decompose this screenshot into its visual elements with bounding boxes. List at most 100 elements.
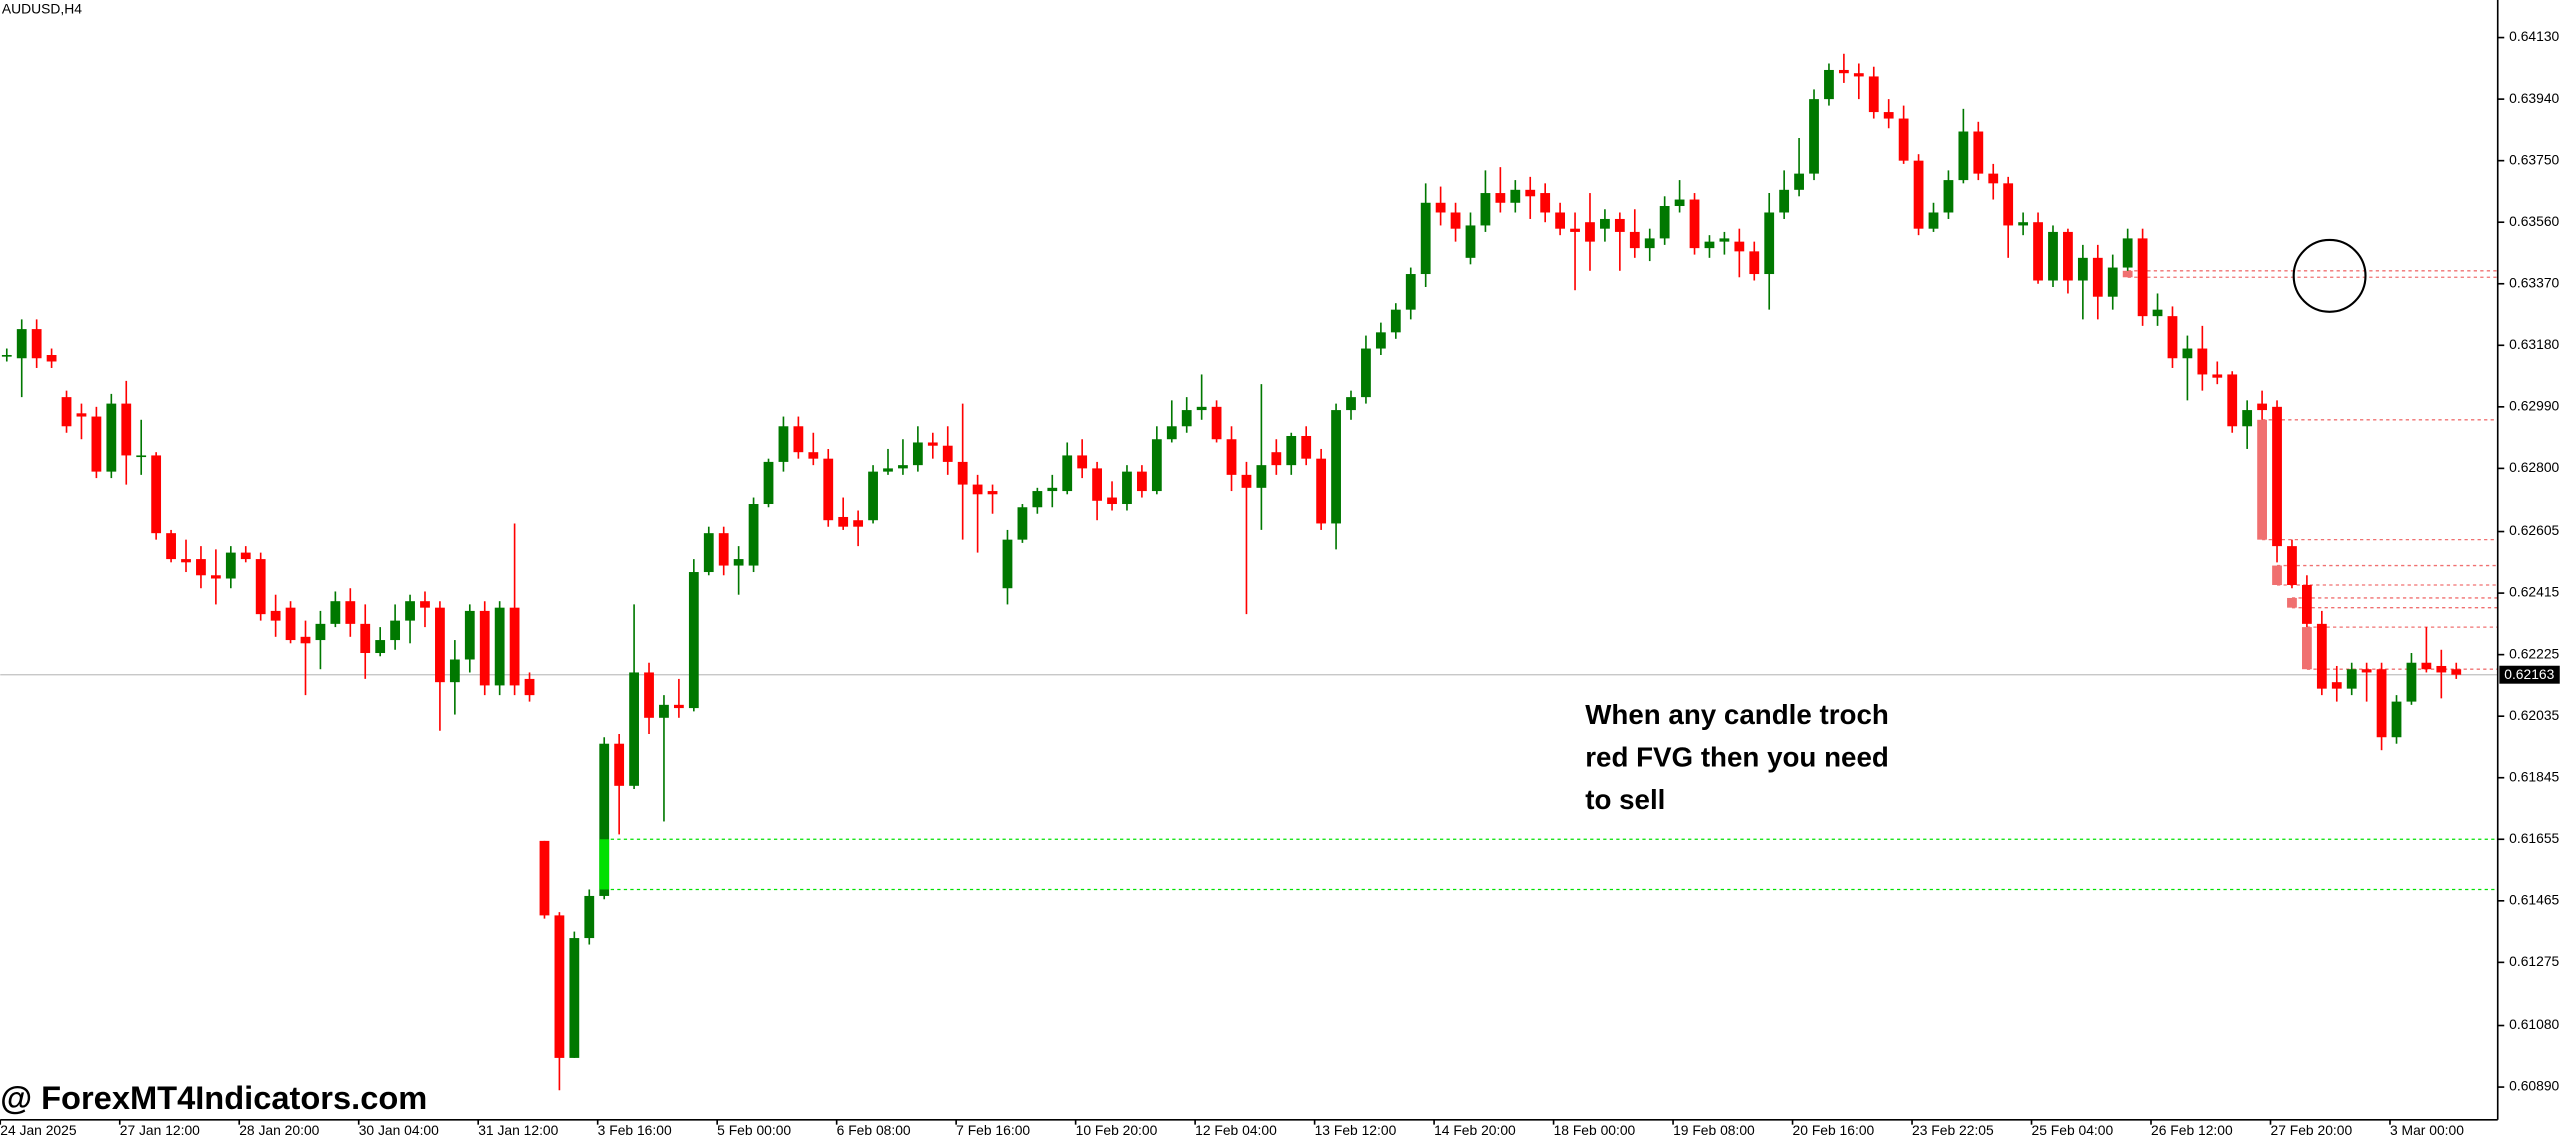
fvg-marker — [599, 839, 610, 890]
candle-body — [1077, 455, 1088, 469]
candle-body — [1316, 458, 1327, 524]
candle-body — [2063, 231, 2073, 281]
candle-body — [270, 610, 281, 621]
candle-body — [345, 601, 356, 624]
candle-body — [1749, 251, 1760, 275]
candle-body — [1794, 173, 1804, 190]
candle-body — [1883, 112, 1894, 119]
candle-body — [2077, 257, 2088, 281]
y-tick-label: 0.64130 — [2509, 28, 2559, 44]
x-tick-label: 13 Feb 12:00 — [1315, 1122, 1397, 1138]
y-tick-label: 0.63370 — [2509, 274, 2559, 290]
candle-body — [2421, 662, 2432, 670]
y-tick-label: 0.62035 — [2509, 707, 2559, 723]
x-tick-label: 26 Feb 12:00 — [2151, 1122, 2233, 1138]
candle-body — [151, 455, 162, 534]
x-tick-label: 30 Jan 04:00 — [359, 1122, 439, 1138]
candle-body — [1734, 241, 1745, 252]
candle-body — [2122, 238, 2133, 268]
watermark: @ ForexMT4Indicators.com — [0, 1079, 427, 1116]
fvg-marker — [2122, 270, 2133, 278]
candle-body — [420, 601, 430, 608]
x-tick-label: 24 Jan 2025 — [0, 1122, 77, 1138]
candle-body — [569, 938, 580, 1058]
candle-body — [1271, 452, 1282, 466]
candle-body — [718, 533, 729, 566]
candle-body — [1390, 309, 1401, 333]
candle-body — [479, 610, 490, 686]
candle-body — [942, 445, 953, 462]
plot-area — [0, 53, 2498, 1091]
candle-body — [524, 678, 535, 696]
candle-body — [957, 461, 968, 485]
candle-body — [1420, 202, 1431, 275]
y-tick-label: 0.63940 — [2509, 90, 2559, 106]
candle-body — [673, 704, 684, 709]
candle-body — [2451, 669, 2462, 675]
candle-body — [1226, 439, 1237, 475]
candle-body — [16, 329, 27, 359]
candle-body — [1151, 439, 1162, 492]
candle-body — [210, 575, 221, 579]
candle-body — [2018, 222, 2029, 226]
candle-body — [1032, 491, 1043, 508]
candle-body — [1122, 471, 1132, 505]
candle-body — [1166, 426, 1177, 440]
candle-body — [2197, 348, 2208, 375]
x-tick-label: 3 Feb 16:00 — [598, 1122, 672, 1138]
candle-body — [31, 329, 42, 359]
candle-body — [838, 516, 849, 527]
candle-body — [464, 610, 475, 660]
candle-body — [1435, 202, 1446, 213]
candle-body — [1600, 218, 1610, 229]
candle-body — [61, 397, 72, 427]
candle-body — [2167, 316, 2178, 359]
candle-body — [1644, 238, 1655, 249]
x-tick-label: 25 Feb 04:00 — [2032, 1122, 2114, 1138]
candle-body — [2033, 222, 2043, 281]
candle-body — [1211, 406, 1222, 440]
candle-body — [1868, 76, 1879, 113]
candle-body — [1181, 410, 1192, 427]
candle-body — [405, 601, 415, 621]
candle-body — [106, 403, 117, 472]
candle-body — [1107, 497, 1117, 505]
candle-body — [927, 442, 938, 446]
candle-body — [1689, 199, 1700, 249]
candle-body — [2092, 257, 2103, 297]
candle-body — [688, 572, 699, 709]
candle-body — [300, 636, 311, 644]
candle-body — [1988, 173, 1999, 184]
candle-body — [255, 559, 266, 615]
candle-body — [2003, 183, 2014, 226]
y-tick-label: 0.62605 — [2509, 522, 2559, 538]
candle-body — [778, 426, 789, 462]
y-tick-label: 0.62225 — [2509, 645, 2559, 661]
candle-body — [360, 623, 371, 654]
x-tick-label: 6 Feb 08:00 — [837, 1122, 911, 1138]
candle-body — [1809, 99, 1819, 174]
candle-body — [2257, 403, 2267, 411]
candle-body — [315, 623, 326, 641]
fvg-marker — [2302, 627, 2312, 670]
candle-body — [2316, 623, 2327, 689]
candle-body — [1928, 212, 1939, 229]
candle-body — [494, 607, 505, 686]
candle-body — [435, 607, 445, 683]
candle-body — [449, 659, 460, 683]
fvg-marker — [2287, 597, 2297, 608]
candle-body — [1704, 241, 1715, 249]
candle-body — [1346, 397, 1356, 411]
candle-body — [1824, 69, 1834, 100]
candle-body — [2346, 669, 2357, 689]
candle-body — [1958, 131, 1969, 181]
candle-body — [763, 461, 774, 505]
candle-body — [2152, 309, 2163, 317]
candle-body — [1002, 539, 1013, 589]
candle-body — [2212, 374, 2223, 378]
candle-body — [2107, 267, 2118, 297]
candle-body — [121, 403, 132, 456]
candle-body — [1375, 332, 1386, 349]
candle-body — [1585, 222, 1595, 242]
